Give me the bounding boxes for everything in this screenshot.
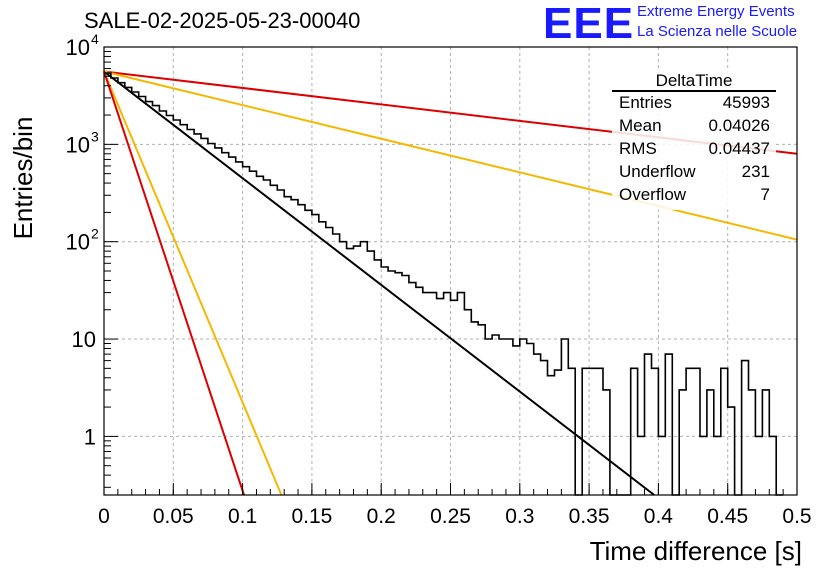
y-tick-label: 1 xyxy=(84,424,96,449)
fit-curve-2 xyxy=(103,70,798,241)
x-tick-label: 0.45 xyxy=(707,505,748,528)
fit-curve-4 xyxy=(103,71,245,496)
stat-label-overflow: Overflow xyxy=(619,185,687,204)
x-tick-label: 0.2 xyxy=(367,505,396,528)
run-title: SALE-02-2025-05-23-00040 xyxy=(84,8,361,33)
stat-value-entries: 45993 xyxy=(722,93,770,112)
stat-label-rms: RMS xyxy=(619,139,657,158)
y-tick-label: 10 xyxy=(66,35,90,60)
x-axis-ticks: 0 0.05 0.1 0.15 0.2 0.25 0.3 0.35 0.4 0.45 0.5 xyxy=(98,483,812,528)
stat-label-mean: Mean xyxy=(619,116,662,135)
fit-curve-3 xyxy=(103,71,283,496)
x-tick-label: 0.5 xyxy=(782,505,811,528)
x-tick-label: 0.3 xyxy=(505,505,534,528)
histogram-series xyxy=(104,72,784,496)
y-tick-label: 10 xyxy=(66,230,90,255)
logo-line-1: Extreme Energy Events xyxy=(637,3,795,20)
y-axis-label: Entries/bin xyxy=(8,117,38,240)
y-tick-exponent: 2 xyxy=(91,226,99,242)
stats-box-title: DeltaTime xyxy=(655,71,733,90)
stat-value-underflow: 231 xyxy=(741,162,770,181)
stat-label-entries: Entries xyxy=(619,93,672,112)
stat-value-overflow: 7 xyxy=(760,185,770,204)
fit-curve-0 xyxy=(103,70,655,496)
stats-box-frame xyxy=(612,70,776,210)
x-tick-label: 0.15 xyxy=(291,505,332,528)
y-tick-label: 10 xyxy=(72,327,96,352)
logo-line-2: La Scienza nelle Scuole xyxy=(637,23,798,40)
stat-label-underflow: Underflow xyxy=(619,162,696,181)
y-tick-exponent: 4 xyxy=(91,31,99,47)
x-tick-label: 0 xyxy=(98,505,110,528)
eee-logo: EEE xyxy=(543,0,635,48)
x-tick-label: 0.35 xyxy=(569,505,610,528)
y-tick-label: 10 xyxy=(66,132,90,157)
stat-value-rms: 0.04437 xyxy=(708,139,770,158)
x-axis-label: Time difference [s] xyxy=(590,536,802,566)
stat-value-mean: 0.04026 xyxy=(708,116,770,135)
x-tick-label: 0.25 xyxy=(430,505,471,528)
x-tick-label: 0.1 xyxy=(228,505,257,528)
x-tick-label: 0.05 xyxy=(153,505,194,528)
x-tick-label: 0.4 xyxy=(644,505,674,528)
y-tick-exponent: 3 xyxy=(91,128,99,144)
